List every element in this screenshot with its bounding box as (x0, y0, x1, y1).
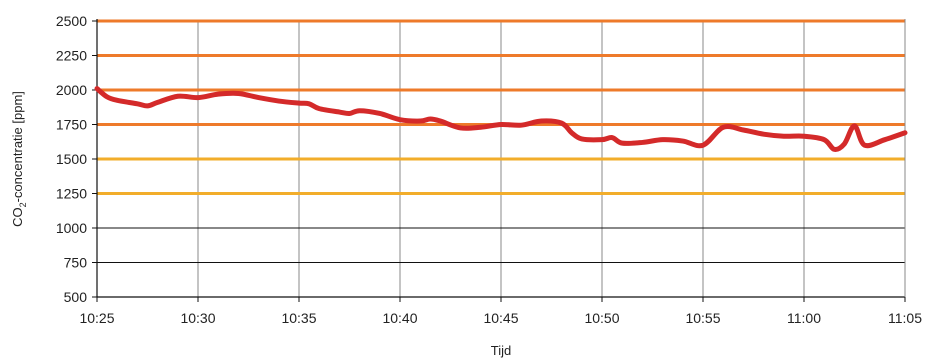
x-tick-label: 10:55 (685, 310, 720, 326)
x-tick-label: 10:40 (382, 310, 417, 326)
y-tick-label: 500 (64, 289, 88, 305)
y-axis-title-subscript: 2 (18, 202, 28, 207)
x-tick-label: 10:45 (483, 310, 518, 326)
y-axis-title-main: CO (10, 207, 25, 227)
axes (92, 19, 906, 302)
x-tick-label: 11:00 (787, 310, 821, 326)
y-tick-label: 1000 (56, 220, 87, 236)
x-tick-label: 11:05 (888, 310, 922, 326)
series-layer (94, 86, 908, 152)
x-tick-labels: 10:25 10:30 10:35 10:40 10:45 10:50 10:55 11:00… (79, 310, 922, 326)
y-tick-label: 1500 (56, 151, 87, 167)
x-tick-label: 10:35 (281, 310, 316, 326)
y-axis-title: CO2-concentratie [ppm] (10, 91, 28, 227)
x-tick-label: 10:50 (584, 310, 619, 326)
y-tick-label: 2000 (56, 82, 87, 98)
y-tick-labels: 500 750 1000 1250 1500 1750 2000 2250 2500 (56, 13, 87, 305)
y-tick-label: 750 (64, 255, 88, 271)
horizontal-gridlines (97, 19, 905, 263)
y-axis-title-rest: -concentratie [ppm] (10, 91, 25, 202)
co2-series-line (94, 86, 908, 152)
y-tick-label: 1750 (56, 117, 87, 133)
y-tick-label: 1250 (56, 186, 87, 202)
y-tick-label: 2500 (56, 13, 87, 29)
y-tick-label: 2250 (56, 48, 87, 64)
x-tick-label: 10:25 (79, 310, 114, 326)
x-tick-label: 10:30 (180, 310, 215, 326)
x-axis-title: Tijd (491, 343, 511, 358)
